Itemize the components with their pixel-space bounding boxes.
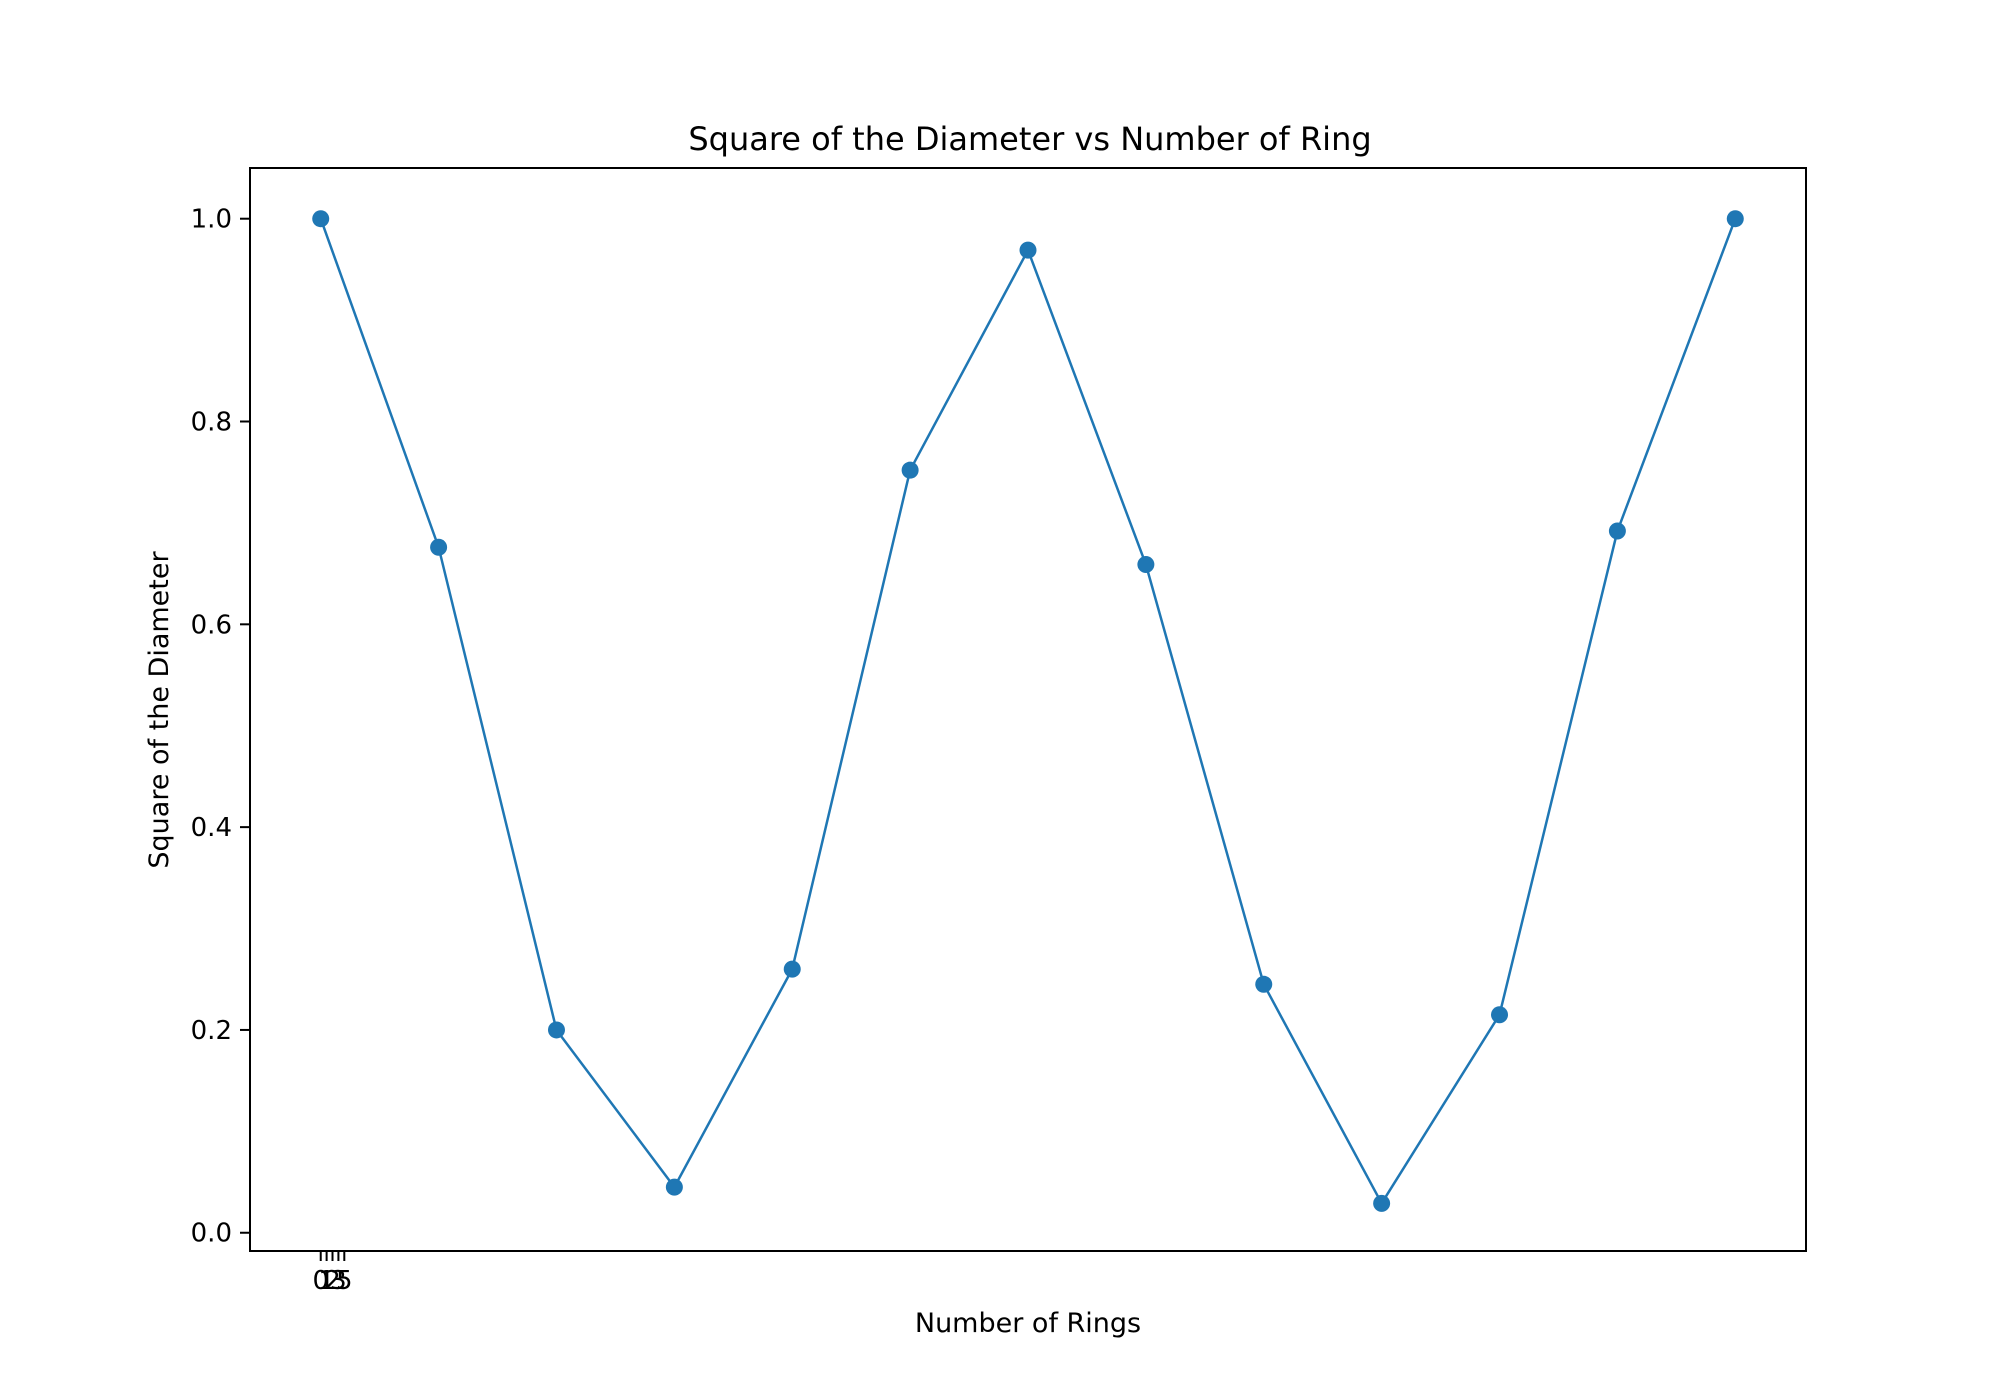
data-point xyxy=(1491,1006,1509,1024)
x-tick-label: 5 xyxy=(336,1266,353,1296)
x-tick-label: 1 xyxy=(318,1266,335,1296)
data-point xyxy=(901,461,919,479)
y-axis-label: Square of the Diameter xyxy=(144,551,175,869)
data-point xyxy=(1608,522,1626,540)
data-point xyxy=(312,210,330,228)
data-point xyxy=(783,960,801,978)
y-tick-label: 0.8 xyxy=(191,408,232,438)
x-axis-label: Number of Rings xyxy=(915,1308,1141,1339)
chart-title: Square of the Diameter vs Number of Ring xyxy=(688,120,1371,158)
y-tick-label: 0.6 xyxy=(191,610,232,640)
y-tick-label: 0.0 xyxy=(191,1219,232,1249)
y-tick-label: 1.0 xyxy=(191,205,232,235)
data-point xyxy=(665,1178,683,1196)
x-tick-label: 0 xyxy=(312,1266,329,1296)
data-point xyxy=(1373,1194,1391,1212)
data-point xyxy=(430,538,448,556)
y-tick-label: 0.2 xyxy=(191,1016,232,1046)
y-tick-label: 0.4 xyxy=(191,813,232,843)
plot-frame xyxy=(249,167,1807,1252)
data-point xyxy=(1255,975,1273,993)
data-point xyxy=(1726,210,1744,228)
data-point xyxy=(547,1021,565,1039)
data-point xyxy=(1137,555,1155,573)
x-tick-label: 3 xyxy=(330,1266,347,1296)
x-tick-label: 2 xyxy=(324,1266,341,1296)
data-point xyxy=(1019,241,1037,259)
